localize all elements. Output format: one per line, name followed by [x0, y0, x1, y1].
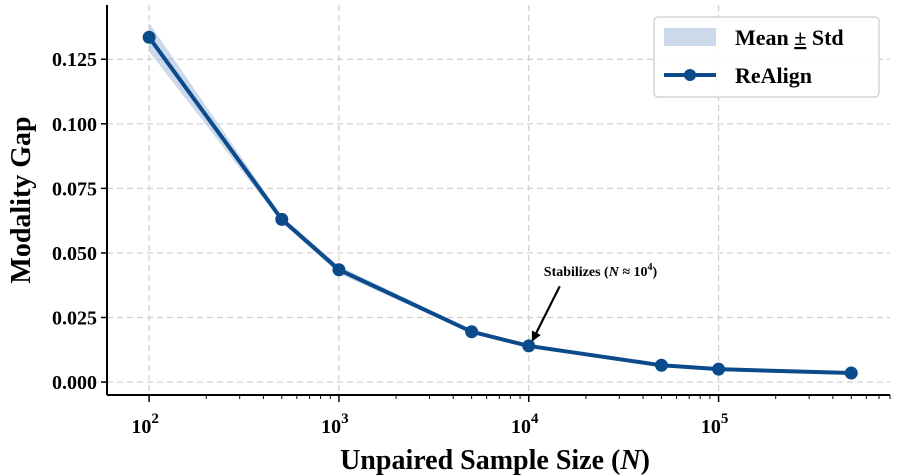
y-tick-label: 0.075	[52, 178, 97, 200]
data-point	[332, 263, 346, 277]
legend-marker-swatch	[684, 69, 696, 81]
grid-layer	[107, 5, 890, 395]
annotation-arrow	[531, 285, 561, 342]
series-layer	[142, 30, 858, 380]
series-line	[147, 36, 852, 376]
annotation-text: Stabilizes (N ≈ 104)	[544, 262, 658, 280]
data-point	[275, 212, 289, 226]
y-tick-label: 0.025	[52, 308, 97, 330]
legend-band-label: Mean ± Std	[735, 25, 844, 50]
data-point	[844, 366, 858, 380]
data-point	[522, 339, 536, 353]
x-tick-label: 105	[701, 411, 729, 438]
data-point	[142, 30, 156, 44]
legend-series-label: ReAlign	[735, 63, 812, 88]
x-axis-title: Unpaired Sample Size (N)	[340, 445, 650, 476]
x-tick-label: 102	[131, 411, 159, 438]
y-tick-label: 0.125	[52, 49, 97, 71]
data-point	[654, 358, 668, 372]
x-tick-label: 104	[511, 411, 539, 438]
legend: Mean ± Std ReAlign	[653, 16, 880, 98]
axes-layer	[106, 5, 890, 396]
x-tick-label: 103	[321, 411, 349, 438]
data-point	[712, 362, 726, 376]
y-tick-label: 0.050	[52, 243, 97, 265]
annotation-layer: Stabilizes (N ≈ 104)	[531, 262, 658, 342]
y-tick-label: 0.100	[52, 114, 97, 136]
data-point	[465, 325, 479, 339]
ticks-layer: 0.000 0.025 0.050 0.075 0.100 0.125 102 103 104 1…	[52, 49, 891, 438]
y-tick-label: 0.000	[52, 372, 97, 394]
legend-band-swatch	[664, 28, 716, 46]
y-axis-title: Modality Gap	[6, 116, 37, 283]
